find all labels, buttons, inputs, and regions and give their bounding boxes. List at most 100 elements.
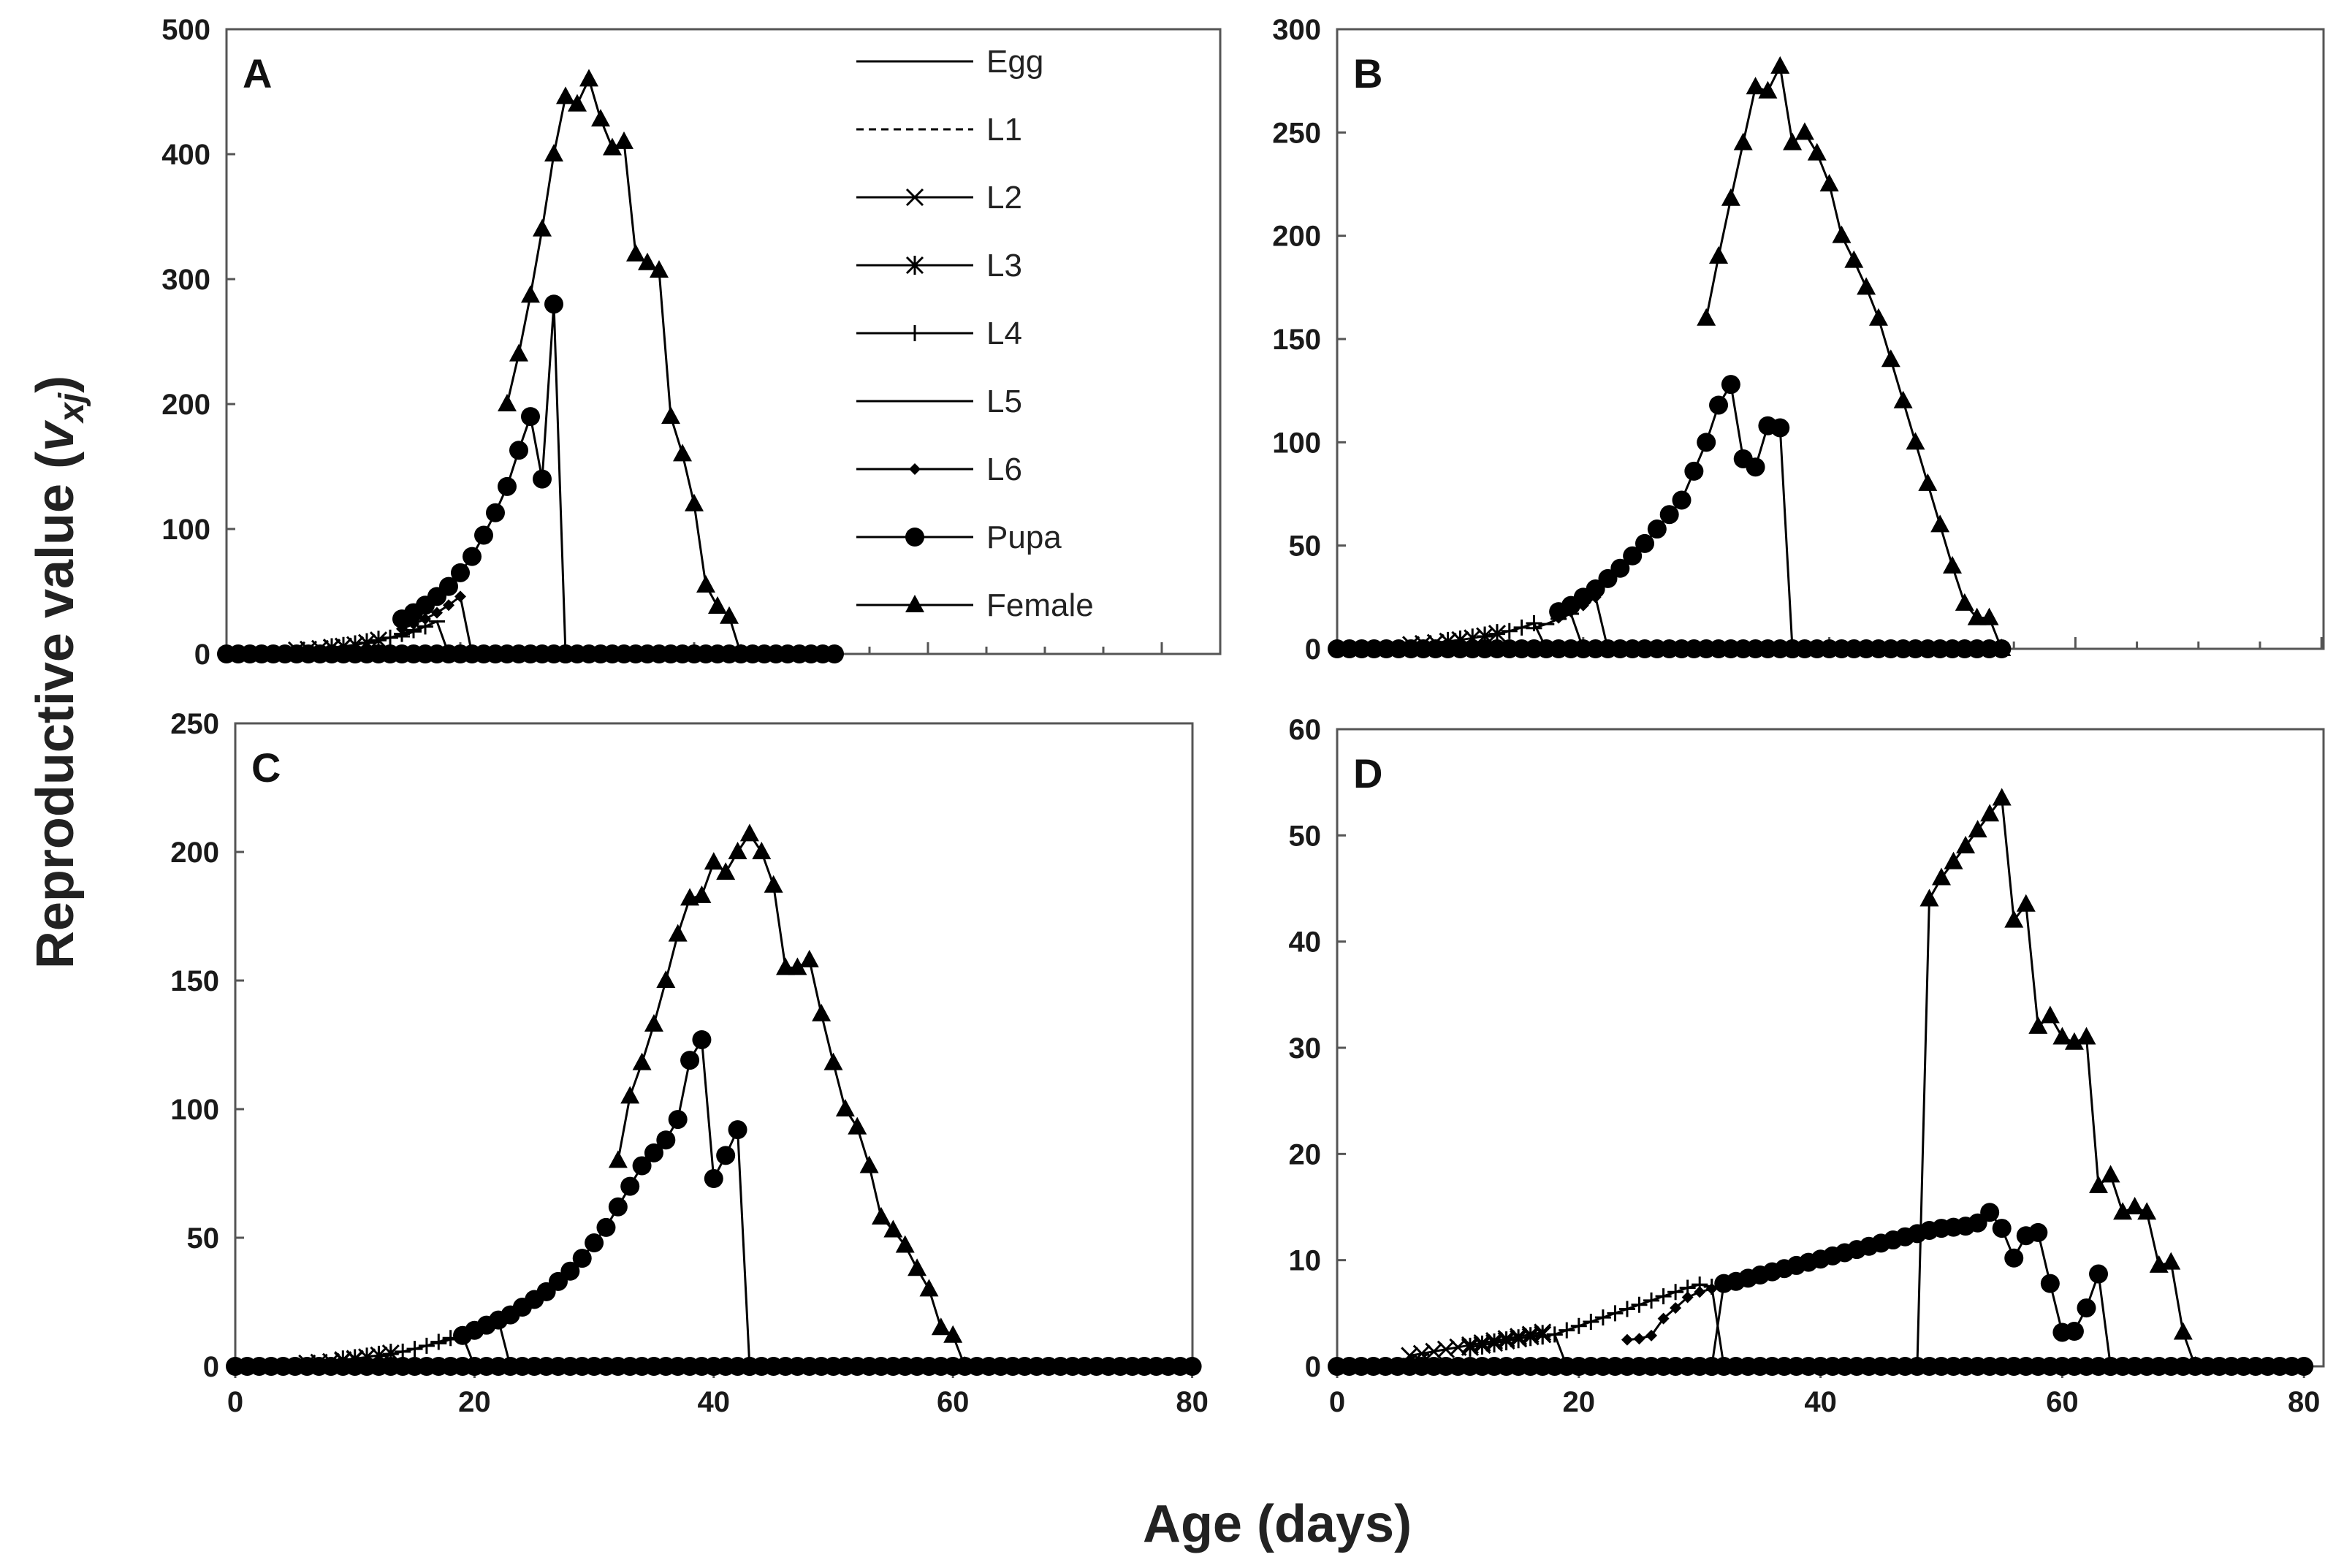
data-point: [2077, 1027, 2096, 1045]
panel-d-x-tick-label: 60: [2046, 1386, 2079, 1418]
data-point: [359, 634, 375, 651]
data-point: [632, 1052, 652, 1070]
legend: Egg L1 L2 L3 L4 L5 L6 Pupa Female: [856, 44, 1094, 623]
panel-b-series-egg: [1336, 645, 1387, 650]
data-point: [1672, 490, 1692, 510]
data-point: [498, 394, 517, 411]
panel-d-zero-baseline: [1328, 1357, 2314, 1376]
data-point: [370, 632, 387, 649]
panel-c-y-tick-label: 0: [203, 1351, 219, 1383]
data-point: [728, 842, 747, 859]
series-line: [235, 1363, 284, 1367]
data-point: [1657, 1312, 1670, 1325]
data-point: [661, 406, 680, 425]
panel-d-series-l4: [1534, 1276, 1732, 1374]
data-point: [591, 109, 610, 127]
legend-marker: [909, 463, 921, 475]
data-point: [1721, 188, 1740, 206]
legend-entry-female: Female: [856, 587, 1094, 623]
baseline-marker: [2294, 1357, 2314, 1376]
data-point: [2137, 1202, 2157, 1220]
panel-c-y-tick-label: 200: [170, 837, 219, 869]
data-point: [1488, 625, 1505, 642]
data-point: [1868, 308, 1888, 326]
panel-c-series-female: [608, 823, 975, 1374]
legend-label: Egg: [986, 44, 1043, 80]
data-point: [521, 407, 540, 427]
data-point: [1583, 1313, 1599, 1330]
panel-d-x-tick-label: 0: [1329, 1386, 1345, 1418]
data-point: [1623, 546, 1643, 566]
legend-label: L2: [986, 180, 1022, 216]
legend-marker: [905, 595, 924, 612]
legend-label: L1: [986, 112, 1022, 148]
data-point: [668, 1110, 688, 1130]
y-axis-title-subscript: xj: [53, 392, 91, 425]
legend-entry-egg: Egg: [856, 44, 1043, 80]
data-point: [955, 1356, 975, 1374]
data-point: [907, 1258, 927, 1276]
data-point: [708, 596, 727, 614]
panel-b-series-pupa: [1549, 375, 1803, 658]
data-point: [656, 970, 676, 988]
data-point: [638, 252, 657, 270]
data-point: [1944, 851, 1963, 869]
data-point: [1907, 1356, 1927, 1374]
panel-d-y-tick-label: 50: [1289, 820, 1322, 852]
data-point: [1647, 520, 1667, 539]
data-point: [556, 644, 575, 663]
data-point: [1602, 643, 1614, 655]
panel-c-series-egg: [235, 1363, 284, 1367]
panel-d-label: D: [1353, 750, 1382, 796]
data-point: [2173, 1322, 2193, 1340]
y-axis-title: Reproductive value (vxj): [26, 376, 91, 969]
data-point: [596, 1217, 616, 1237]
data-point: [620, 1086, 640, 1104]
data-point: [2052, 1027, 2072, 1045]
data-point: [498, 476, 517, 496]
data-point: [579, 69, 598, 87]
data-point: [656, 1130, 676, 1150]
data-point: [451, 563, 470, 582]
panel-c-x-tick-label: 0: [227, 1386, 243, 1418]
data-point: [2004, 910, 2024, 928]
data-point: [2028, 1222, 2048, 1242]
data-point: [406, 1341, 423, 1358]
legend-marker: [905, 188, 924, 207]
data-point: [1758, 80, 1778, 99]
panel-b-series-female: [1697, 56, 2012, 656]
data-point: [1795, 122, 1814, 140]
data-point: [516, 1360, 528, 1372]
data-point: [1857, 277, 1876, 295]
data-point: [509, 441, 528, 460]
legend-label: L6: [986, 452, 1022, 487]
data-point: [620, 1176, 640, 1196]
legend-label: Pupa: [986, 520, 1062, 555]
data-point: [752, 842, 772, 859]
panel-d-series-l5: [1546, 1333, 1587, 1368]
data-point: [1932, 867, 1951, 886]
panel-b-y-tick-label: 200: [1272, 221, 1321, 253]
data-point: [644, 1143, 663, 1162]
y-axis-title-close: ): [26, 376, 85, 393]
series-line: [1336, 1359, 1398, 1365]
data-point: [1980, 804, 2000, 822]
data-point: [1746, 457, 1765, 477]
baseline-marker: [1182, 1357, 1202, 1376]
data-point: [544, 294, 563, 314]
panel-c-x-tick-label: 40: [698, 1386, 731, 1418]
data-point: [848, 1116, 867, 1135]
data-point: [1992, 1219, 2012, 1238]
data-point: [739, 1357, 759, 1376]
data-point: [1893, 390, 1913, 408]
data-point: [692, 1030, 712, 1049]
data-point: [788, 957, 807, 975]
panel-a-y-tick-label: 0: [194, 639, 210, 671]
panel-a-y-tick-label: 200: [161, 389, 210, 421]
data-point: [1538, 641, 1555, 657]
data-point: [1709, 246, 1729, 264]
panel-a-series-l5: [394, 620, 468, 655]
data-point: [608, 1197, 628, 1217]
data-point: [2064, 1322, 2084, 1341]
